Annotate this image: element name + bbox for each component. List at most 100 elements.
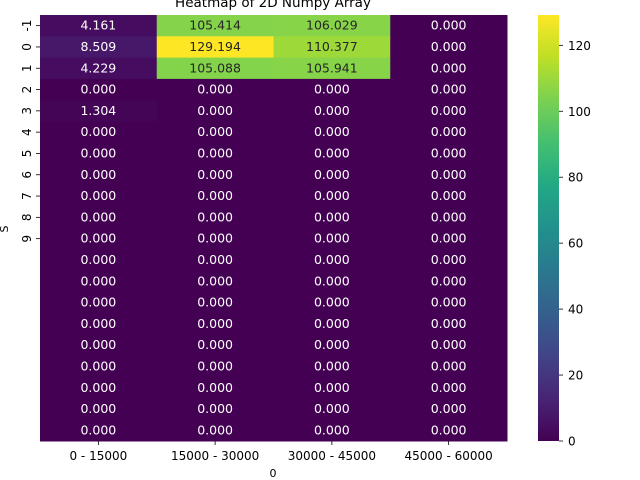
heatmap-cell — [390, 15, 508, 37]
cell-value-label: 0.000 — [431, 124, 467, 139]
cell-value-label: 0.000 — [314, 82, 350, 97]
heatmap-cell — [156, 377, 274, 399]
cell-value-label: 0.000 — [197, 103, 233, 118]
heatmap-cell — [40, 313, 158, 335]
heatmap-cell — [273, 57, 391, 80]
y-tick-label: 1 — [20, 64, 34, 72]
heatmap-cell — [40, 206, 158, 229]
heatmap-cell — [40, 185, 158, 208]
colorbar-tick-label: 40 — [568, 303, 583, 317]
y-tick-label: 6 — [20, 171, 34, 179]
colorbar-tick-label: 80 — [568, 171, 583, 185]
x-tick-label: 0 - 15000 — [69, 449, 127, 463]
cell-value-label: 0.000 — [197, 209, 233, 224]
heatmap-cell — [156, 142, 274, 165]
cell-value-label: 105.941 — [306, 60, 358, 75]
cell-value-label: 0.000 — [431, 167, 467, 182]
heatmap-cell — [156, 313, 274, 335]
heatmap-cell — [156, 334, 274, 357]
heatmap-cell — [390, 291, 508, 314]
heatmap-cell — [156, 185, 274, 208]
cell-value-label: 0.000 — [197, 231, 233, 246]
cell-value-label: 0.000 — [314, 316, 350, 331]
heatmap-cell — [273, 313, 391, 335]
heatmap-cell — [156, 164, 274, 186]
cell-value-label: 0.000 — [314, 145, 350, 160]
colorbar-tick-label: 60 — [568, 237, 583, 251]
cell-value-label: 4.229 — [80, 60, 116, 75]
y-tick-label: 7 — [20, 192, 34, 200]
cell-value-label: 0.000 — [197, 358, 233, 373]
heatmap-cell — [273, 355, 391, 378]
cell-value-label: 0.000 — [431, 209, 467, 224]
heatmap-cell — [40, 228, 158, 250]
heatmap-cell — [390, 78, 508, 101]
y-axis-label: S — [0, 225, 11, 232]
heatmap-cell — [156, 291, 274, 314]
heatmap-cell — [156, 15, 274, 37]
cell-value-label: 0.000 — [431, 82, 467, 97]
cell-value-label: 0.000 — [314, 337, 350, 352]
x-tick-label: 15000 - 30000 — [171, 449, 259, 463]
cell-value-label: 0.000 — [80, 273, 116, 288]
cell-value-label: 0.000 — [197, 316, 233, 331]
heatmap-cell — [156, 78, 274, 101]
cell-value-label: 0.000 — [80, 124, 116, 139]
cell-value-label: 0.000 — [431, 60, 467, 75]
heatmap-cell — [40, 15, 158, 37]
cell-value-label: 0.000 — [197, 167, 233, 182]
cell-value-label: 105.088 — [189, 60, 241, 75]
heatmap-cell — [40, 398, 158, 421]
heatmap-cell — [390, 419, 508, 442]
heatmap-cell — [40, 334, 158, 357]
y-axis-ticks: -1 0 1 2 3 4 5 6 7 8 9 — [20, 20, 40, 242]
cell-value-label: 0.000 — [431, 145, 467, 160]
cell-value-label: 0.000 — [314, 401, 350, 416]
heatmap-cell — [273, 185, 391, 208]
heatmap-cell — [40, 291, 158, 314]
heatmap-cell — [40, 164, 158, 186]
cell-value-label: 0.000 — [80, 82, 116, 97]
cell-value-label: 0.000 — [80, 380, 116, 395]
cell-value-label: 1.304 — [80, 103, 116, 118]
cell-value-label: 8.509 — [80, 39, 116, 54]
heatmap-cell — [273, 206, 391, 229]
heatmap-cell — [390, 164, 508, 186]
cell-value-label: 106.029 — [306, 18, 358, 33]
cell-value-label: 0.000 — [197, 380, 233, 395]
heatmap-cell — [390, 57, 508, 80]
heatmap-cell — [156, 100, 274, 122]
cell-value-label: 0.000 — [80, 422, 116, 437]
heatmap-cell — [390, 355, 508, 378]
cell-value-label: 0.000 — [431, 103, 467, 118]
cell-value-label: 0.000 — [80, 358, 116, 373]
heatmap-cell — [390, 185, 508, 208]
heatmap-cell — [273, 377, 391, 399]
cell-value-label: 0.000 — [431, 188, 467, 203]
cell-value-label: 0.000 — [197, 273, 233, 288]
heatmap-cell — [156, 121, 274, 144]
heatmap-cell — [156, 419, 274, 442]
cell-value-label: 0.000 — [431, 316, 467, 331]
x-tick-label: 45000 - 60000 — [404, 449, 492, 463]
cell-value-label: 0.000 — [431, 273, 467, 288]
heatmap-cell — [156, 355, 274, 378]
heatmap-cell — [390, 334, 508, 357]
cell-value-label: 0.000 — [197, 422, 233, 437]
heatmap-cell — [273, 291, 391, 314]
heatmap-cell — [156, 36, 274, 59]
heatmap-cell — [40, 57, 158, 80]
cell-value-label: 0.000 — [431, 358, 467, 373]
heatmap-cell — [273, 36, 391, 59]
x-tick-label: 30000 - 45000 — [288, 449, 376, 463]
cell-value-label: 0.000 — [431, 252, 467, 267]
cell-value-label: 0.000 — [80, 316, 116, 331]
cell-value-label: 0.000 — [314, 380, 350, 395]
cell-value-label: 0.000 — [80, 401, 116, 416]
y-tick-label: 0 — [20, 43, 34, 51]
heatmap-cell — [273, 78, 391, 101]
cell-value-label: 0.000 — [197, 252, 233, 267]
cell-value-label: 0.000 — [314, 273, 350, 288]
cell-value-label: 0.000 — [431, 337, 467, 352]
heatmap-cell — [40, 121, 158, 144]
